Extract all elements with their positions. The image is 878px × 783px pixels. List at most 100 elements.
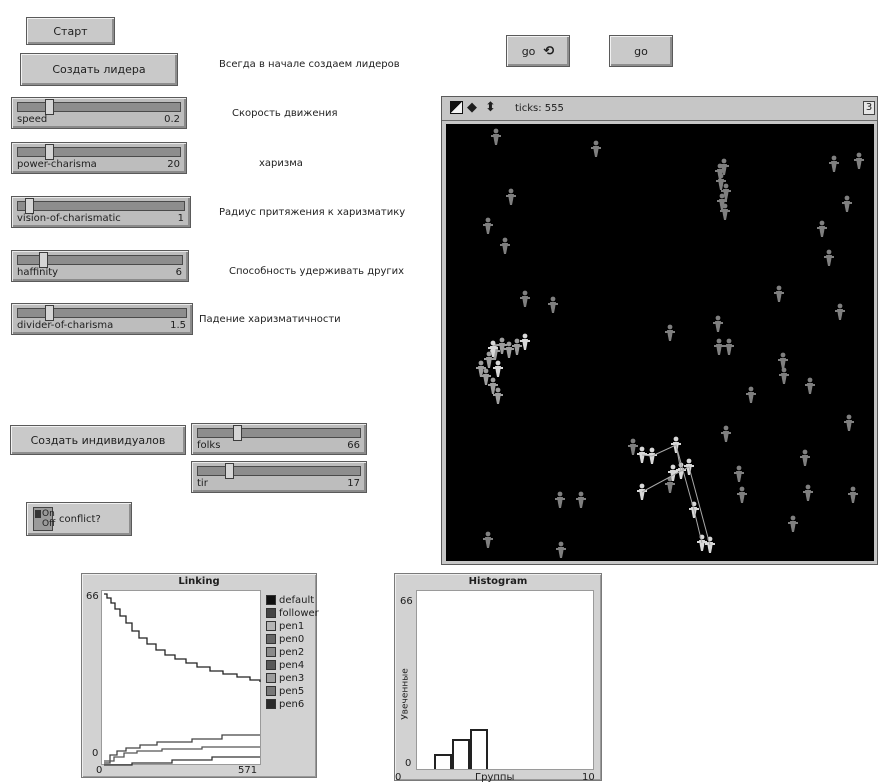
legend-item: pen6 <box>266 698 304 710</box>
legend-swatch <box>266 621 276 631</box>
legend-swatch <box>266 634 276 644</box>
histogram-x-min: 0 <box>395 772 402 783</box>
charisma-note: харизма <box>259 158 303 169</box>
histogram-y-min: 0 <box>405 758 412 769</box>
histogram-x-label: Группы <box>475 772 515 783</box>
slider-name: folks <box>197 440 221 451</box>
divider-of-charisma-slider[interactable]: divider-of-charisma 1.5 <box>11 303 193 335</box>
vertical-wrap-icon[interactable]: ⬍ <box>485 100 496 115</box>
linking-legend: default follower pen1 pen0 pen2 pen4 pen… <box>266 594 319 714</box>
vision-note: Радиус притяжения к харизматику <box>219 207 406 218</box>
world-toolbar: ◆ ⬍ ticks: 555 3 <box>442 97 877 121</box>
create-individuals-button[interactable]: Создать индивидуалов <box>10 425 186 455</box>
linking-plot: Linking 66 0 0 571 default follower pen1… <box>81 573 319 778</box>
shape-icon[interactable] <box>450 101 463 114</box>
histogram-y-label-box: Увеченные <box>398 639 412 749</box>
vision-of-charismatic-slider[interactable]: vision-of-charismatic 1 <box>11 196 191 228</box>
slider-name: vision-of-charismatic <box>17 213 121 224</box>
slider-name: tir <box>197 478 208 489</box>
legend-item: default <box>266 594 314 606</box>
slider-track <box>197 466 361 476</box>
create-leader-note: Всегда в начале создаем лидеров <box>219 59 400 70</box>
slider-value: 1.5 <box>170 320 186 331</box>
go-once-label: go <box>634 44 648 58</box>
slider-value: 1 <box>177 213 184 224</box>
histogram-bar <box>434 754 452 769</box>
go-forever-label: go <box>521 44 536 58</box>
slider-value: 6 <box>175 267 182 278</box>
slider-name: divider-of-charisma <box>17 320 114 331</box>
slider-track <box>197 428 361 438</box>
legend-label: pen2 <box>279 646 305 658</box>
horizontal-wrap-icon[interactable]: ◆ <box>467 100 477 115</box>
slider-knob[interactable] <box>45 99 54 115</box>
slider-knob[interactable] <box>225 463 234 479</box>
legend-item: pen4 <box>266 659 304 671</box>
legend-label: pen5 <box>279 685 305 697</box>
slider-knob[interactable] <box>45 144 54 160</box>
world-tab-button[interactable]: 3 <box>863 101 875 115</box>
legend-label: default <box>279 594 315 606</box>
legend-swatch <box>266 699 276 709</box>
legend-item: pen2 <box>266 646 304 658</box>
histogram-bar <box>452 739 470 769</box>
legend-label: pen0 <box>279 633 305 645</box>
slider-name: speed <box>17 114 48 125</box>
legend-item: pen3 <box>266 672 304 684</box>
slider-knob[interactable] <box>25 198 34 214</box>
slider-track <box>17 147 181 157</box>
linking-x-max: 571 <box>238 765 258 776</box>
switch-on-label: On <box>42 509 55 519</box>
go-once-button[interactable]: go <box>609 35 673 67</box>
slider-track <box>17 308 187 318</box>
legend-label: pen3 <box>279 672 305 684</box>
switch-lever <box>35 510 41 518</box>
slider-value: 66 <box>347 440 360 451</box>
switch-off-label: Off <box>42 519 56 529</box>
legend-label: pen4 <box>279 659 305 671</box>
create-individuals-button-label: Создать индивидуалов <box>30 433 166 447</box>
histogram-bar <box>470 729 488 769</box>
legend-swatch <box>266 647 276 657</box>
slider-knob[interactable] <box>39 252 48 268</box>
power-charisma-slider[interactable]: power-charisma 20 <box>11 142 187 174</box>
slider-name: power-charisma <box>17 159 97 170</box>
histogram-plot-title: Histogram <box>468 576 528 587</box>
ticks-counter: ticks: 555 <box>515 103 564 114</box>
go-forever-button[interactable]: go ⟲ <box>506 35 570 67</box>
histogram-y-label: Увеченные <box>400 668 411 720</box>
legend-item: follower <box>266 607 319 619</box>
slider-value: 0.2 <box>164 114 180 125</box>
linking-x-min: 0 <box>96 765 103 776</box>
slider-track <box>17 201 185 211</box>
tir-slider[interactable]: tir 17 <box>191 461 367 493</box>
histogram-x-max: 10 <box>582 772 595 783</box>
legend-label: pen1 <box>279 620 305 632</box>
legend-swatch <box>266 595 276 605</box>
slider-value: 20 <box>167 159 180 170</box>
legend-item: pen5 <box>266 685 304 697</box>
world-view-frame: ◆ ⬍ ticks: 555 3 <box>441 96 878 565</box>
linking-y-max: 66 <box>86 591 99 602</box>
legend-swatch <box>266 608 276 618</box>
legend-label: follower <box>279 607 319 619</box>
start-button[interactable]: Старт <box>26 17 115 45</box>
haffinity-slider[interactable]: haffinity 6 <box>11 250 189 282</box>
legend-label: pen6 <box>279 698 305 710</box>
legend-item: pen1 <box>266 620 304 632</box>
folks-slider[interactable]: folks 66 <box>191 423 367 455</box>
conflict-switch[interactable]: On Off conflict? <box>26 502 132 536</box>
slider-knob[interactable] <box>45 305 54 321</box>
affinity-note: Способность удерживать других <box>229 266 405 277</box>
legend-item: pen0 <box>266 633 304 645</box>
speed-note: Скорость движения <box>232 108 338 119</box>
slider-track <box>17 102 181 112</box>
legend-swatch <box>266 686 276 696</box>
create-leader-button[interactable]: Создать лидера <box>20 53 178 86</box>
linking-plot-area <box>101 590 261 766</box>
world-canvas[interactable] <box>446 124 874 561</box>
switch-toggle[interactable]: On Off <box>33 507 56 531</box>
create-leader-button-label: Создать лидера <box>52 63 146 76</box>
slider-knob[interactable] <box>233 425 242 441</box>
speed-slider[interactable]: speed 0.2 <box>11 97 187 129</box>
